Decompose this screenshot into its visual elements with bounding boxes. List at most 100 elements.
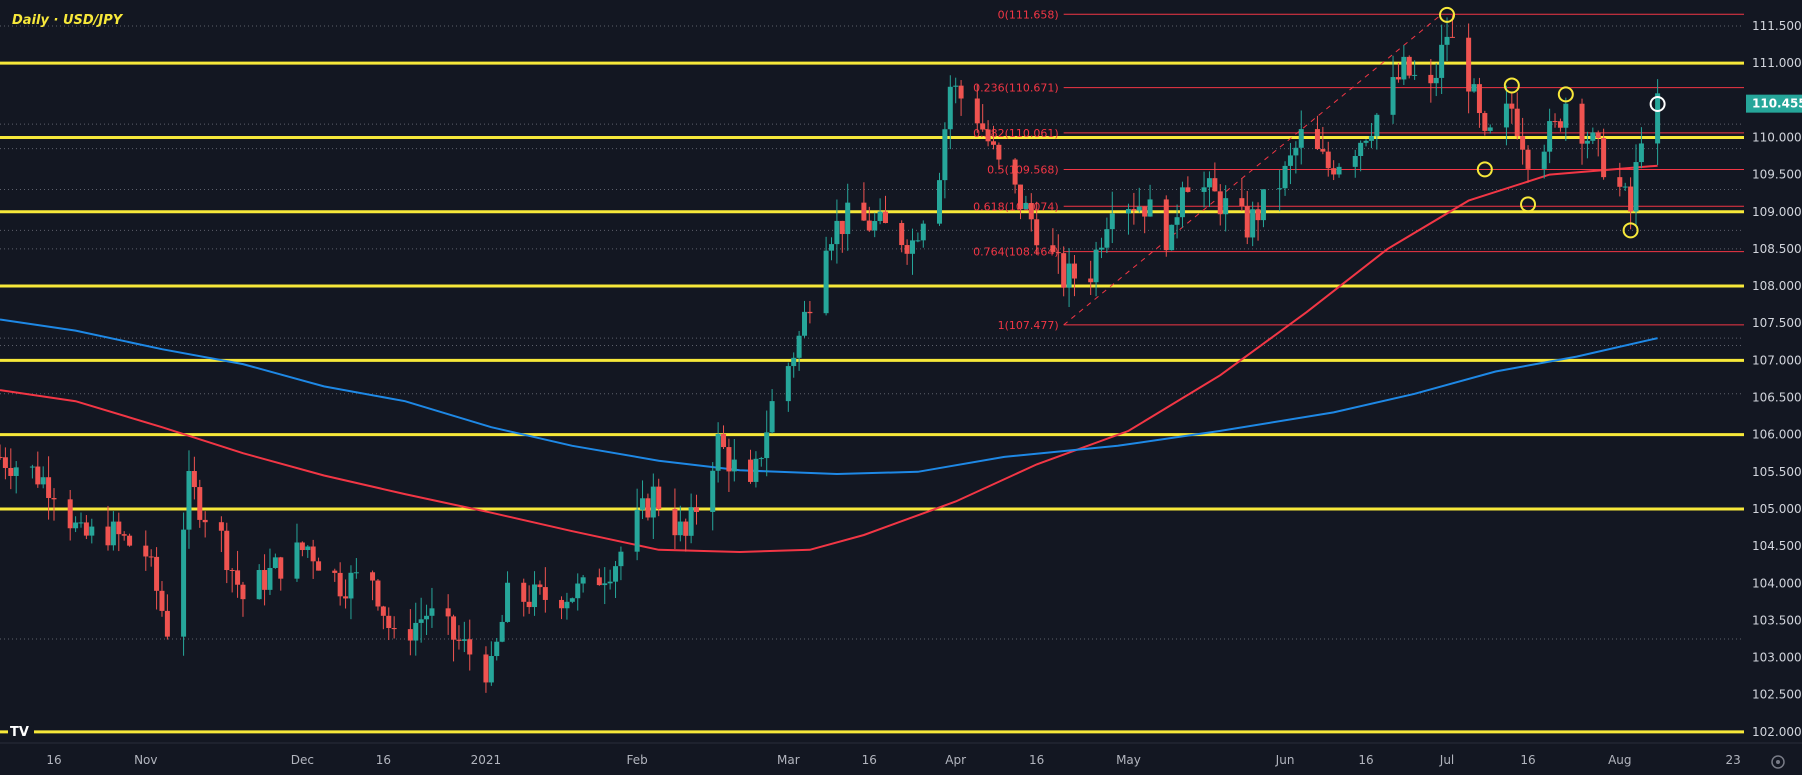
candle-bear (861, 202, 867, 221)
candle-bull (418, 619, 424, 623)
highlight-circle (1476, 161, 1493, 178)
candle-bull (1358, 142, 1364, 157)
candle-bull (348, 572, 354, 599)
candle-bear (116, 521, 122, 535)
svg-text:TV: TV (10, 725, 29, 740)
time-tick-label: 16 (1358, 753, 1373, 767)
candle-bear (1476, 84, 1482, 114)
candle-bear (380, 606, 386, 616)
candle-bear (127, 535, 133, 546)
candle-bear (2, 457, 8, 468)
candle-bull (802, 311, 808, 336)
candle-bear (1595, 132, 1601, 139)
candle-bear (35, 466, 41, 485)
candle-bull (73, 522, 79, 529)
candle-bear (1212, 178, 1218, 192)
candle-bull (602, 583, 608, 586)
highlight-circle (1520, 196, 1537, 213)
price-tick-label: 106.500 (1752, 391, 1802, 405)
candle-bull (1390, 77, 1396, 115)
candle-bull (764, 432, 770, 459)
candle-bull (1368, 136, 1374, 141)
candle-bull (877, 211, 883, 222)
fib-level-label: 1(107.477) (998, 319, 1059, 332)
time-tick-label: Nov (134, 753, 157, 767)
settings-gear-icon[interactable] (1771, 755, 1785, 769)
candle-bull (1206, 178, 1212, 188)
candle-bull (532, 584, 538, 608)
candle-bull (1547, 121, 1553, 152)
candle-bull (1023, 202, 1029, 210)
candle-bear (159, 590, 165, 611)
candle-bear (748, 459, 754, 482)
candle-bear (1071, 263, 1077, 279)
candle-bear (51, 497, 57, 500)
price-tick-label: 107.000 (1752, 353, 1802, 367)
candle-bull (1282, 165, 1288, 189)
candle-bull (1293, 147, 1299, 156)
candle-bear (1217, 191, 1223, 215)
candle-bull (613, 566, 619, 582)
candle-bull (1590, 132, 1596, 141)
price-tick-label: 111.000 (1752, 56, 1802, 70)
price-tick-label: 103.000 (1752, 651, 1802, 665)
candle-bull (618, 551, 624, 567)
candle-bull (488, 656, 494, 683)
candle-bull (256, 570, 262, 600)
price-tick-label: 105.500 (1752, 465, 1802, 479)
candle-bull (413, 622, 419, 641)
candle-bull (1363, 140, 1369, 143)
price-tick-label: 104.000 (1752, 576, 1802, 590)
candle-bull (1066, 263, 1072, 288)
candle-bull (353, 572, 359, 574)
candle-bear (1239, 198, 1245, 207)
price-tick-label: 109.000 (1752, 205, 1802, 219)
candle-bull (424, 615, 430, 620)
candle-bear (996, 144, 1002, 160)
fib-level-label: 0.764(108.464) (973, 246, 1059, 259)
candle-bull (1584, 140, 1590, 144)
candle-bear (154, 556, 160, 591)
candle-bear (1325, 151, 1331, 169)
candle-bear (866, 220, 872, 231)
candle-bear (990, 141, 996, 145)
candle-bull (272, 557, 278, 568)
candle-bear (229, 570, 235, 572)
candle-bear (8, 467, 14, 476)
candle-bull (769, 401, 775, 433)
candle-bull (305, 546, 311, 551)
candle-bear (1017, 184, 1023, 210)
candle-bull (1104, 229, 1110, 248)
candle-bull (580, 577, 586, 584)
candle-bear (1552, 121, 1558, 123)
highlight-circle (1557, 86, 1574, 103)
candle-bear (882, 211, 888, 224)
candle-bear (202, 519, 208, 523)
time-tick-label: Jul (1439, 753, 1454, 767)
candle-bear (1185, 187, 1191, 192)
candle-bull (1638, 143, 1644, 163)
candle-bear (278, 557, 284, 579)
candle-bull (936, 180, 942, 224)
time-tick-label: 23 (1726, 753, 1741, 767)
candle-bull (1336, 166, 1342, 175)
candle-bull (1093, 249, 1099, 283)
candle-bear (1514, 108, 1520, 137)
candle-bull (710, 470, 716, 512)
candle-bear (683, 521, 689, 536)
candle-bear (1428, 74, 1434, 84)
candle-bear (143, 545, 149, 557)
candle-bull (1487, 127, 1493, 131)
time-tick-label: Mar (777, 753, 800, 767)
candle-bear (370, 572, 376, 581)
candle-bear (451, 616, 457, 640)
candle-bull (640, 498, 646, 510)
candle-bear (726, 447, 732, 472)
highlight-circle (1503, 77, 1520, 94)
candle-bear (407, 629, 413, 641)
candle-bull (1174, 217, 1180, 225)
candle-bull (1503, 103, 1509, 128)
candle-bull (1622, 186, 1628, 188)
